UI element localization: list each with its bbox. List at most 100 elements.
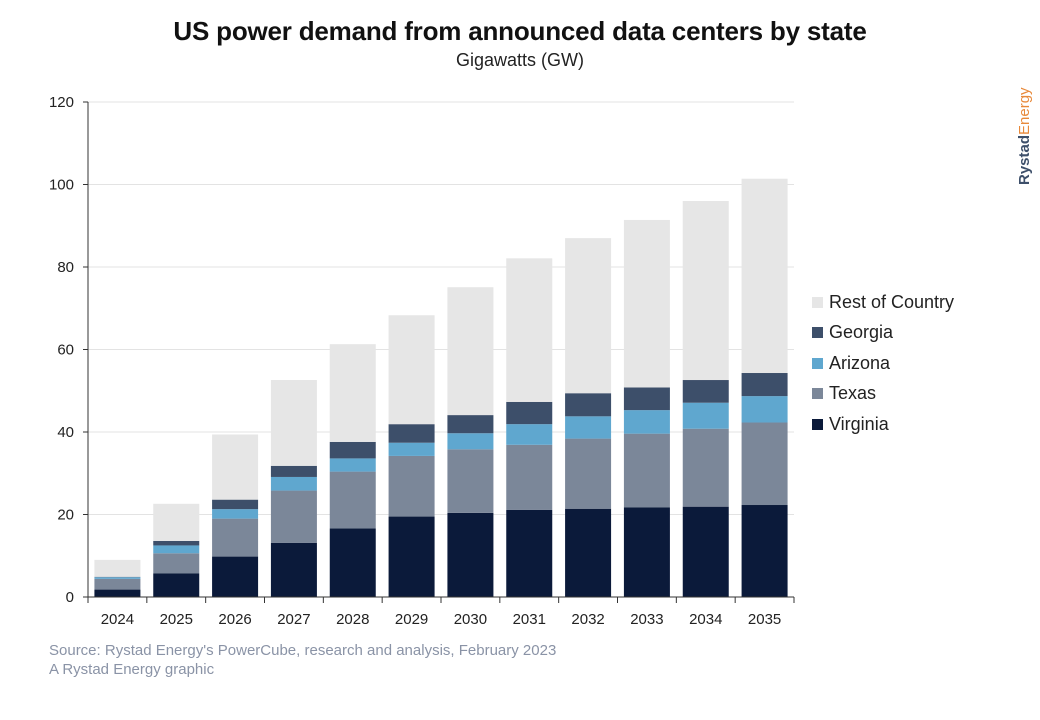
x-tick-label: 2027 <box>277 611 310 628</box>
bar-segment-virginia <box>741 505 788 597</box>
bar-segment-virginia <box>153 573 200 597</box>
bar-segment-georgia <box>506 401 553 425</box>
brand-part-energy: Energy <box>1016 87 1033 135</box>
bar-segment-texas <box>447 449 494 513</box>
bar-segment-arizona <box>506 424 553 445</box>
x-tick-label: 2024 <box>101 611 134 628</box>
bar-segment-georgia <box>270 465 317 477</box>
bar-segment-texas <box>741 422 788 506</box>
legend-item: Rest of Country <box>812 287 954 318</box>
credit-note: A Rystad Energy graphic <box>49 661 215 678</box>
bar-segment-georgia <box>623 387 670 411</box>
x-tick-label: 2028 <box>336 611 369 628</box>
x-tick-label: 2035 <box>748 611 781 628</box>
source-note: Source: Rystad Energy's PowerCube, resea… <box>49 642 557 659</box>
bar-segment-texas <box>623 433 670 508</box>
bar-segment-georgia <box>682 380 729 403</box>
bar-segment-virginia <box>212 556 259 597</box>
legend-label: Arizona <box>829 352 891 373</box>
chart-title: US power demand from announced data cent… <box>173 16 867 46</box>
x-tick-label: 2032 <box>571 611 604 628</box>
bar-segment-arizona <box>741 396 788 423</box>
y-tick-label: 100 <box>49 177 74 194</box>
bar-segment-texas <box>682 428 729 507</box>
bar-segment-georgia <box>741 373 788 397</box>
legend-item: Virginia <box>812 409 954 440</box>
bar-segment-rest-of-country <box>447 287 494 416</box>
bar-segment-georgia <box>388 424 435 443</box>
bar-segment-rest-of-country <box>388 315 435 425</box>
bar-segment-arizona <box>94 577 141 579</box>
bar-segment-virginia <box>623 507 670 597</box>
brand-part-rystad: Rystad <box>1016 135 1033 185</box>
bar-segment-rest-of-country <box>741 178 788 374</box>
x-tick-label: 2029 <box>395 611 428 628</box>
bar-segment-texas <box>153 553 200 574</box>
bar-segment-georgia <box>153 540 200 546</box>
legend-swatch <box>812 357 823 369</box>
legend-label: Virginia <box>829 413 889 434</box>
legend-swatch <box>812 418 823 430</box>
legend-label: Georgia <box>829 322 894 343</box>
bar-segment-georgia <box>212 499 259 510</box>
bar-segment-rest-of-country <box>623 219 670 388</box>
bar-segment-texas <box>212 518 259 557</box>
legend-swatch <box>812 327 823 339</box>
bar-segment-arizona <box>682 402 729 429</box>
y-tick-label: 80 <box>57 259 74 276</box>
bar-segment-arizona <box>623 410 670 434</box>
bar-segment-texas <box>388 455 435 517</box>
bar-segment-georgia <box>329 441 376 459</box>
legend-label: Rest of Country <box>829 291 955 312</box>
bar-segment-rest-of-country <box>94 559 141 577</box>
bar-segment-arizona <box>153 545 200 554</box>
x-tick-label: 2026 <box>218 611 251 628</box>
chart-subtitle: Gigawatts (GW) <box>455 50 584 70</box>
bar-segment-virginia <box>94 589 141 597</box>
bar-segment-arizona <box>329 458 376 472</box>
bar-segment-rest-of-country <box>212 434 259 500</box>
bar-segment-arizona <box>212 509 259 519</box>
bar-segment-rest-of-country <box>506 258 553 402</box>
legend-item: Georgia <box>812 318 954 349</box>
bar-segment-rest-of-country <box>329 344 376 442</box>
y-tick-label: 40 <box>57 424 74 441</box>
bar-segment-virginia <box>388 516 435 597</box>
svg-text:RystadEnergy: RystadEnergy <box>1016 87 1033 185</box>
bar-segment-arizona <box>270 476 317 491</box>
bar-segment-arizona <box>565 416 612 439</box>
bar-segment-virginia <box>329 528 376 597</box>
x-tick-label: 2031 <box>513 611 546 628</box>
bar-segment-georgia <box>565 393 612 417</box>
bar-segment-virginia <box>270 542 317 597</box>
bar-segment-virginia <box>506 509 553 597</box>
bar-segment-rest-of-country <box>270 380 317 466</box>
bar-segment-texas <box>565 438 612 509</box>
x-tick-label: 2033 <box>630 611 663 628</box>
legend-item: Arizona <box>812 348 954 379</box>
bar-segment-arizona <box>388 442 435 456</box>
x-tick-label: 2034 <box>689 611 722 628</box>
legend-label: Texas <box>829 383 877 404</box>
legend-item: Texas <box>812 379 954 410</box>
legend-swatch <box>812 296 823 308</box>
bar-segment-georgia <box>447 415 494 434</box>
y-tick-label: 60 <box>57 342 74 359</box>
bar-segment-texas <box>329 471 376 529</box>
bar-segment-rest-of-country <box>153 503 200 541</box>
bar-segment-rest-of-country <box>565 238 612 394</box>
y-tick-label: 0 <box>66 589 74 606</box>
bar-segment-virginia <box>447 512 494 597</box>
y-tick-label: 120 <box>49 94 74 111</box>
bar-segment-rest-of-country <box>682 201 729 381</box>
bar-segment-texas <box>94 578 141 590</box>
rystad-energy-logo: RystadEnergy <box>1016 87 1033 185</box>
bar-segment-virginia <box>682 506 729 597</box>
x-tick-label: 2030 <box>454 611 487 628</box>
y-tick-label: 20 <box>57 507 74 524</box>
bar-segment-texas <box>506 444 553 510</box>
x-tick-label: 2025 <box>160 611 193 628</box>
bar-segment-virginia <box>565 508 612 597</box>
bar-segment-arizona <box>447 433 494 450</box>
